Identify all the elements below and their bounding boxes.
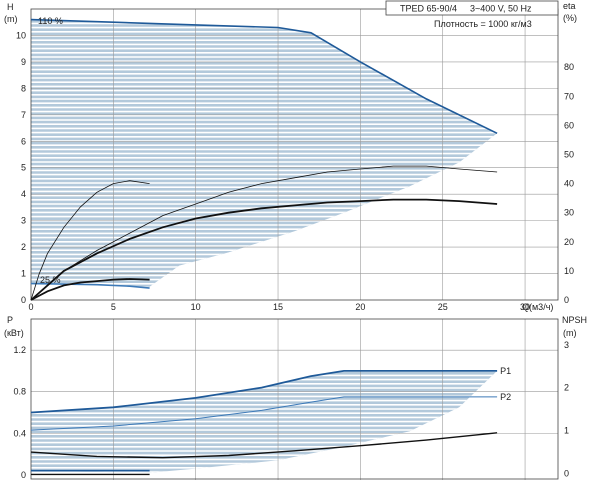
p-tick-label: 0.8 bbox=[13, 387, 26, 397]
y-axis-label: H bbox=[7, 2, 14, 12]
y2-tick-label: 10 bbox=[564, 266, 574, 276]
head-max-curve bbox=[30, 18, 498, 135]
header-frame bbox=[385, 0, 559, 16]
header-supply: 3~400 V, 50 Hz bbox=[470, 4, 532, 14]
eta-p2-max-curve bbox=[30, 198, 498, 301]
top-frame bbox=[30, 8, 559, 301]
y-tick-label: 3 bbox=[21, 216, 26, 226]
y-tick-label: 1 bbox=[21, 269, 26, 279]
x-tick-label: 5 bbox=[111, 302, 116, 312]
y-tick-label: 0 bbox=[21, 295, 26, 305]
y-tick-label: 7 bbox=[21, 110, 26, 120]
header-model: TPED 65-90/4 bbox=[400, 4, 457, 14]
npsh-tick-label: 2 bbox=[564, 383, 569, 393]
y-tick-label: 5 bbox=[21, 163, 26, 173]
x-axis-label: Q(м3/ч) bbox=[522, 302, 553, 312]
y-tick-label: 9 bbox=[21, 57, 26, 67]
p-axis-unit: (кВт) bbox=[4, 328, 24, 338]
npsh-tick-label: 0 bbox=[564, 469, 569, 479]
x-tick-label: 25 bbox=[438, 302, 448, 312]
npsh-axis-label: NPSH bbox=[562, 315, 587, 325]
p-tick-label: 0.4 bbox=[13, 428, 26, 438]
eta-min-curve bbox=[30, 180, 150, 301]
p-tick-label: 1.2 bbox=[13, 345, 26, 355]
x-tick-label: 0 bbox=[28, 302, 33, 312]
eta-min-low-curve bbox=[30, 278, 150, 301]
p1-curve bbox=[30, 370, 498, 414]
y-tick-label: 8 bbox=[21, 83, 26, 93]
npsh-tick-label: 3 bbox=[564, 340, 569, 350]
y2-tick-label: 30 bbox=[564, 208, 574, 218]
npsh-tick-label: 1 bbox=[564, 426, 569, 436]
max-speed-label: 110 % bbox=[38, 16, 63, 26]
y2-tick-label: 80 bbox=[564, 62, 574, 72]
y2-axis-unit: (%) bbox=[563, 13, 577, 23]
y-axis-unit: (m) bbox=[4, 14, 18, 24]
p1-curve-label: P1 bbox=[500, 366, 511, 376]
y2-tick-label: 20 bbox=[564, 237, 574, 247]
bottom-panel: P1 P2 0 0.4 0.8 1.2 0 1 2 3 P (кВт) NPSH (m) bbox=[4, 315, 587, 480]
top-panel: 0 5 10 15 20 25 30 0 1 2 3 4 5 6 7 8 9 10 0 10 20 30 40 50 60 70 8… bbox=[4, 1, 577, 312]
eta-max-curve bbox=[30, 165, 498, 301]
p-tick-label: 0 bbox=[21, 470, 26, 480]
y2-tick-label: 40 bbox=[564, 179, 574, 189]
y2-tick-label: 70 bbox=[564, 91, 574, 101]
y-tick-label: 10 bbox=[16, 30, 26, 40]
min-speed-label: 25 % bbox=[40, 275, 61, 285]
npsh-axis-unit: (m) bbox=[563, 328, 577, 338]
p-axis-label: P bbox=[7, 315, 13, 325]
x-tick-label: 10 bbox=[191, 302, 201, 312]
x-tick-label: 20 bbox=[355, 302, 365, 312]
y2-axis-label: eta bbox=[563, 1, 576, 11]
header-density: Плотность = 1000 кг/м3 bbox=[434, 19, 532, 29]
y-tick-label: 2 bbox=[21, 242, 26, 252]
head-min-curve bbox=[30, 282, 150, 289]
p2-curve bbox=[30, 396, 498, 431]
y-tick-label: 4 bbox=[21, 189, 26, 199]
y2-tick-label: 60 bbox=[564, 120, 574, 130]
header-box: TPED 65-90/4 3~400 V, 50 Hz Плотность = … bbox=[385, 0, 559, 29]
bottom-frame bbox=[30, 318, 559, 480]
x-tick-label: 15 bbox=[273, 302, 283, 312]
p2-curve-label: P2 bbox=[500, 392, 511, 402]
y2-tick-label: 50 bbox=[564, 150, 574, 160]
npsh-curve bbox=[30, 432, 498, 459]
y2-tick-label: 0 bbox=[564, 295, 569, 305]
y-tick-label: 6 bbox=[21, 136, 26, 146]
x-tick-label: 30 bbox=[520, 302, 530, 312]
